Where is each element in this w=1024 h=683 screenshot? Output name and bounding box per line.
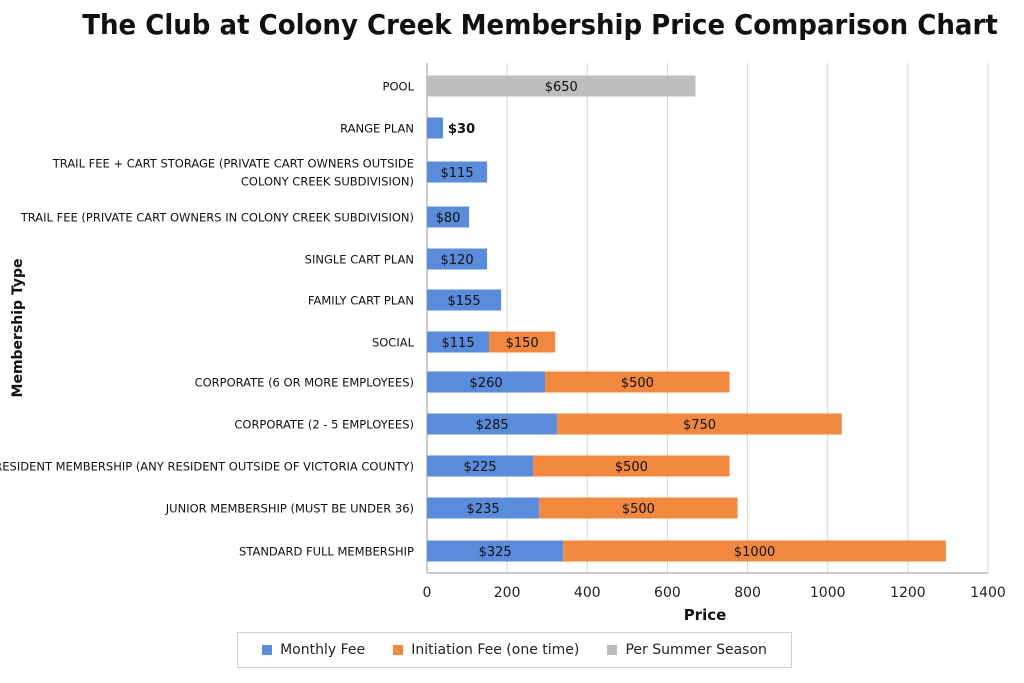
category-label: STANDARD FULL MEMBERSHIP	[239, 545, 414, 559]
bar-segment	[427, 206, 470, 228]
y-axis-label: Membership Type	[10, 259, 26, 398]
category-label: RANGE PLAN	[340, 122, 414, 136]
x-tick-label: 1000	[810, 585, 846, 601]
data-label: $225	[464, 460, 497, 475]
data-label: $500	[622, 502, 655, 517]
x-axis-label: Price	[684, 606, 727, 624]
category-label: COLONY CREEK SUBDIVISION)	[241, 175, 414, 189]
bar-segment	[427, 497, 540, 519]
bar-segment	[427, 161, 488, 183]
bar-segment	[427, 117, 444, 139]
x-tick-label: 1400	[970, 585, 1006, 601]
bar-segment	[427, 371, 546, 393]
x-tick-label: 600	[654, 585, 681, 601]
legend-swatch-summer	[607, 645, 618, 655]
bar-segment	[563, 540, 946, 562]
x-tick-labels: 0 200 400 600 800 1000 1200 1400	[423, 585, 1006, 601]
legend-swatch-monthly	[262, 645, 273, 655]
data-label: $115	[442, 336, 475, 351]
category-label: TRAIL FEE + CART STORAGE (PRIVATE CART O…	[52, 157, 414, 171]
data-label: $155	[448, 294, 481, 309]
legend-item-initiation-fee: Initiation Fee (one time)	[393, 642, 579, 658]
legend-item-per-summer-season: Per Summer Season	[607, 642, 767, 658]
legend-label: Per Summer Season	[625, 642, 767, 658]
bar-segment	[427, 75, 696, 97]
data-label: $1000	[734, 545, 775, 560]
category-label: SOCIAL	[372, 336, 415, 350]
legend-label: Initiation Fee (one time)	[411, 642, 580, 658]
category-label: POOL	[383, 80, 415, 94]
bar-segment	[427, 455, 534, 477]
x-tick-label: 800	[734, 585, 761, 601]
data-label: $235	[467, 502, 500, 517]
data-label: $500	[615, 460, 648, 475]
bars: $650 $30 $115 $80 $120 $155 $115 $150 $260 $500 $2…	[427, 75, 946, 562]
x-tick-label: 400	[574, 585, 601, 601]
x-tick-label: 200	[494, 585, 521, 601]
legend-swatch-initiation	[393, 645, 404, 655]
bar-segment	[427, 248, 488, 270]
bar-segment	[427, 289, 502, 311]
legend-label: Monthly Fee	[280, 642, 366, 658]
chart-title: The Club at Colony Creek Membership Pric…	[82, 8, 998, 41]
data-label: $325	[479, 545, 512, 560]
category-label: JUNIOR MEMBERSHIP (MUST BE UNDER 36)	[165, 502, 414, 516]
bar-segment	[557, 413, 842, 435]
bar-segment	[533, 455, 730, 477]
bar-segment	[539, 497, 738, 519]
category-label: CORPORATE (6 OR MORE EMPLOYEES)	[195, 376, 414, 390]
data-label: $750	[683, 418, 716, 433]
category-label: CORPORATE (2 - 5 EMPLOYEES)	[234, 418, 414, 432]
x-tick-label: 1200	[890, 585, 926, 601]
category-label: SINGLE CART PLAN	[305, 253, 414, 267]
data-label: $260	[470, 376, 503, 391]
data-label: $120	[441, 253, 474, 268]
data-label: $285	[476, 418, 509, 433]
bar-segment	[489, 331, 556, 353]
gridlines	[426, 63, 989, 574]
bar-segment	[545, 371, 730, 393]
bar-segment	[427, 540, 564, 562]
bar-segment	[427, 331, 490, 353]
data-label: $30	[448, 122, 475, 137]
bar-segment	[427, 413, 558, 435]
data-label: $115	[441, 166, 474, 181]
data-label: $150	[506, 336, 539, 351]
x-tick-label: 0	[423, 585, 432, 601]
legend-item-monthly-fee: Monthly Fee	[262, 642, 365, 658]
category-labels: POOL RANGE PLAN TRAIL FEE + CART STORAGE (…	[0, 80, 415, 559]
category-label: NON-RESIDENT MEMBERSHIP (ANY RESIDENT OU…	[0, 460, 414, 474]
data-label: $80	[436, 211, 461, 226]
category-label: TRAIL FEE (PRIVATE CART OWNERS IN COLONY…	[20, 211, 414, 225]
legend: Monthly Fee Initiation Fee (one time) Pe…	[237, 632, 792, 668]
category-label: FAMILY CART PLAN	[308, 294, 414, 308]
data-label: $500	[621, 376, 654, 391]
data-label: $650	[545, 80, 578, 95]
